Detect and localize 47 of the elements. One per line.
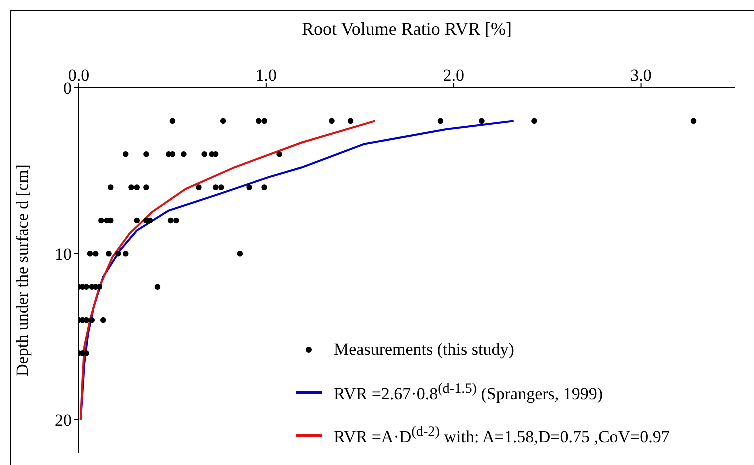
point: [122, 151, 129, 158]
point: [262, 118, 268, 124]
point: [154, 284, 161, 290]
point: [237, 251, 244, 257]
point: [128, 184, 134, 190]
point: [181, 151, 187, 158]
point: [92, 251, 99, 257]
point: [212, 184, 219, 190]
point: [170, 118, 176, 124]
point: [144, 151, 150, 158]
x-tick-label: 1.0: [256, 66, 278, 85]
point: [174, 218, 180, 224]
point: [532, 118, 538, 124]
point: [329, 118, 335, 124]
point: [218, 184, 224, 190]
point: [134, 184, 140, 190]
x-tick-label: 3.0: [630, 66, 652, 85]
point: [89, 317, 96, 324]
x-axis-title: Root Volume Ratio RVR [%]: [302, 18, 512, 39]
point: [276, 151, 282, 158]
point: [479, 118, 485, 124]
point: [202, 151, 208, 158]
point: [196, 184, 202, 190]
point: [100, 317, 106, 324]
point: [262, 184, 268, 190]
x-tick-label: 2.0: [443, 66, 464, 85]
legend-label: Measurements (this study): [334, 340, 514, 360]
point: [438, 118, 444, 124]
point: [106, 251, 112, 257]
point: [348, 118, 354, 124]
y-tick-label: 20: [55, 410, 72, 430]
point: [144, 184, 150, 190]
point: [690, 118, 697, 124]
point: [220, 118, 226, 124]
legend-label: RVR =A·D$^{(d-2)}$ with: A=1.58,D=0.75 ,CoV=0.97: [334, 424, 670, 448]
point: [256, 118, 262, 124]
point: [108, 184, 114, 190]
point: [134, 218, 140, 224]
point: [115, 251, 122, 257]
point: [87, 251, 94, 257]
y-tick-label: 10: [55, 244, 72, 264]
point: [168, 218, 174, 224]
point: [246, 184, 252, 190]
point: [98, 218, 104, 224]
legend-label: RVR =2.67·0.8$^{(d-1.5)}$ (Sprangers, 1999): [334, 380, 604, 404]
y-axis-title: Depth under the surface d [cm]: [13, 164, 32, 376]
point: [122, 251, 129, 257]
